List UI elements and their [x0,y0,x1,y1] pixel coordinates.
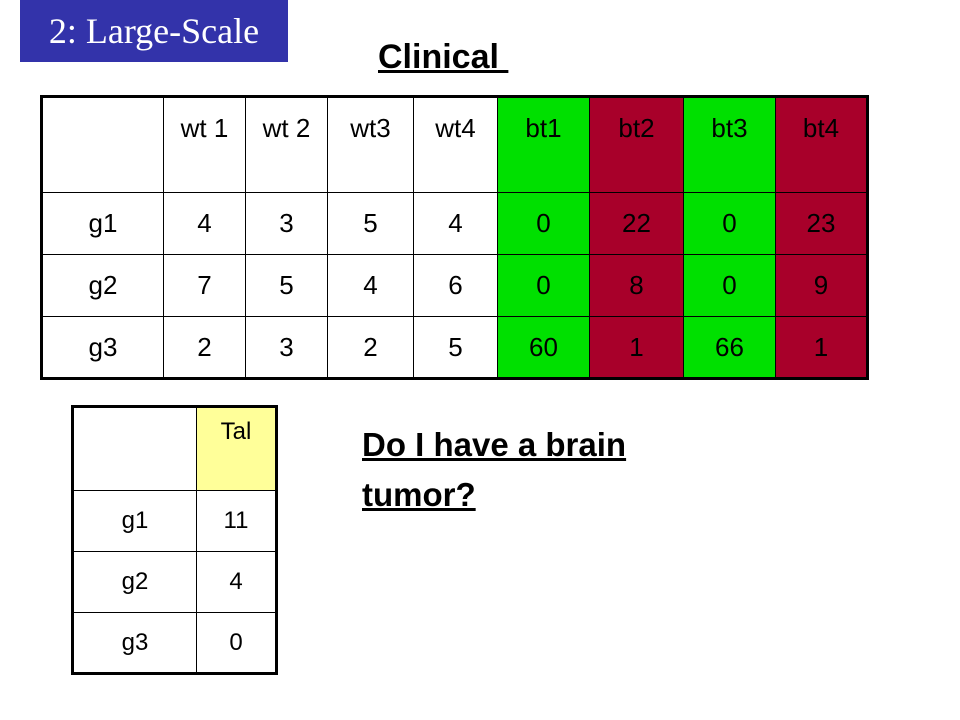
row-label: g1 [72,490,197,552]
table-cell: 66 [683,316,776,379]
table-cell: 0 [683,192,776,255]
table-cell: 7 [163,254,246,317]
table-cell: 4 [196,551,277,613]
table-header-row: Tal [72,406,277,491]
row-label: g3 [41,316,164,379]
table-row: g3 0 [72,612,277,674]
row-label: g2 [41,254,164,317]
table-cell: 23 [775,192,868,255]
header-cell: wt 2 [245,96,328,193]
table-cell: 5 [245,254,328,317]
row-label: g1 [41,192,164,255]
table-cell: 22 [589,192,684,255]
table-cell: 6 [413,254,498,317]
patient-table: Tal g1 11 g2 4 g3 0 [71,405,278,675]
table-cell: 8 [589,254,684,317]
header-cell [41,96,164,193]
table-row: g1 4 3 5 4 0 22 0 23 [41,192,868,255]
table-row: g1 11 [72,490,277,552]
header-cell: bt1 [497,96,590,193]
table-cell: 60 [497,316,590,379]
header-cell: bt4 [775,96,868,193]
table-cell: 9 [775,254,868,317]
table-cell: 0 [497,254,590,317]
clinical-table: wt 1 wt 2 wt3 wt4 bt1 bt2 bt3 bt4 g1 4 3… [40,95,869,380]
row-label: g3 [72,612,197,674]
header-cell: wt4 [413,96,498,193]
table-cell: 0 [683,254,776,317]
table-cell: 5 [327,192,414,255]
table-cell: 0 [196,612,277,674]
table-row: g2 7 5 4 6 0 8 0 9 [41,254,868,317]
table-cell: 4 [413,192,498,255]
table-cell: 3 [245,192,328,255]
table-cell: 3 [245,316,328,379]
table-row: g3 2 3 2 5 60 1 66 1 [41,316,868,379]
table-cell: 1 [775,316,868,379]
page-title: Clinical [378,38,509,76]
table-cell: 1 [589,316,684,379]
section-badge: 2: Large-Scale [20,0,288,62]
table-cell: 5 [413,316,498,379]
table-cell: 4 [163,192,246,255]
header-cell: wt 1 [163,96,246,193]
header-cell: bt3 [683,96,776,193]
header-cell [72,406,197,491]
table-cell: 2 [327,316,414,379]
table-cell: 4 [327,254,414,317]
row-label: g2 [72,551,197,613]
table-header-row: wt 1 wt 2 wt3 wt4 bt1 bt2 bt3 bt4 [41,96,868,193]
table-row: g2 4 [72,551,277,613]
header-cell: bt2 [589,96,684,193]
header-cell: wt3 [327,96,414,193]
table-cell: 11 [196,490,277,552]
question-text: Do I have a brain tumor? [362,426,627,513]
header-cell: Tal [196,406,277,491]
table-cell: 2 [163,316,246,379]
table-cell: 0 [497,192,590,255]
